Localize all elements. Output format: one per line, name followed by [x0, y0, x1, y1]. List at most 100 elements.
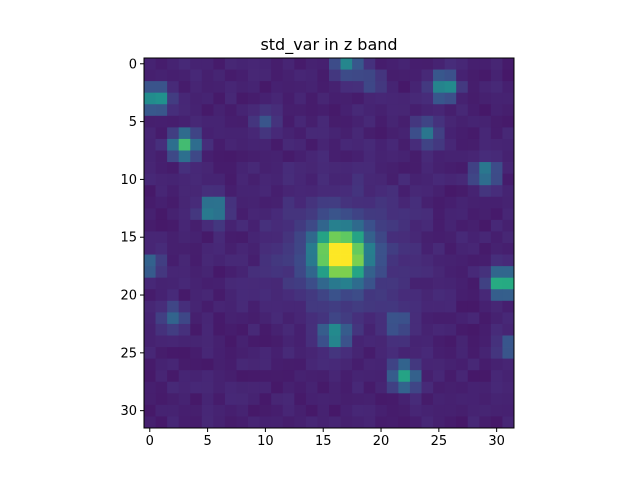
heatmap-cell [155, 381, 168, 394]
heatmap-cell [294, 162, 307, 175]
heatmap-cell [213, 393, 226, 406]
heatmap-cell [456, 416, 469, 429]
heatmap-cell [456, 266, 469, 279]
heatmap-cell [271, 81, 284, 94]
heatmap-cell [421, 138, 434, 151]
heatmap-cell [305, 289, 318, 302]
heatmap-cell [433, 150, 446, 163]
heatmap-cell [167, 266, 180, 279]
heatmap-cell [236, 266, 249, 279]
heatmap-cell [456, 370, 469, 383]
heatmap-cell [375, 104, 388, 117]
heatmap-cell [329, 393, 341, 406]
heatmap-cell [213, 81, 226, 94]
heatmap-cell [294, 277, 307, 290]
heatmap-cell [282, 266, 295, 279]
heatmap-cell [340, 335, 353, 348]
heatmap-cell [467, 219, 480, 232]
heatmap-cell [329, 127, 341, 140]
heatmap-cell [479, 358, 492, 371]
heatmap-cell [213, 208, 226, 221]
heatmap-cell [340, 243, 353, 255]
heatmap-cell [178, 300, 191, 313]
heatmap-cell [155, 104, 168, 117]
heatmap-cell [305, 416, 318, 429]
heatmap-cell [178, 381, 191, 394]
heatmap-cell [167, 69, 180, 82]
heatmap-cell [201, 393, 214, 406]
heatmap-cell [421, 277, 434, 290]
heatmap-cell [259, 393, 272, 406]
heatmap-cell [467, 300, 480, 313]
heatmap-cell [421, 416, 434, 429]
heatmap-cell [340, 81, 353, 94]
heatmap-cell [305, 300, 318, 313]
heatmap-cell [421, 81, 434, 94]
heatmap-cell [502, 381, 515, 394]
heatmap-cell [155, 243, 168, 255]
heatmap-cell [236, 196, 249, 209]
heatmap-cell [294, 127, 307, 140]
heatmap-cell [352, 58, 365, 70]
heatmap-cell [363, 335, 376, 348]
heatmap-cell [305, 185, 318, 198]
heatmap-cell [201, 312, 214, 325]
heatmap-cell [236, 162, 249, 175]
heatmap-cell [398, 150, 411, 163]
heatmap-cell [502, 231, 515, 244]
heatmap-cell [490, 138, 503, 151]
heatmap-cell [155, 162, 168, 175]
heatmap-cell [213, 335, 226, 348]
heatmap-cell [259, 173, 272, 186]
heatmap-cell [282, 312, 295, 325]
heatmap-cell [456, 243, 469, 255]
heatmap-cell [167, 277, 180, 290]
heatmap-cell [190, 243, 203, 255]
heatmap-cell [329, 219, 341, 232]
heatmap-cell [155, 138, 168, 151]
heatmap-cell [190, 173, 203, 186]
heatmap-cell [144, 150, 156, 163]
heatmap-cell [317, 381, 330, 394]
heatmap-cell [167, 231, 180, 244]
heatmap-cell [155, 370, 168, 383]
heatmap-cell [305, 104, 318, 117]
heatmap-cell [190, 323, 203, 336]
heatmap-cell [479, 208, 492, 221]
heatmap-cell [224, 150, 237, 163]
heatmap-cell [398, 196, 411, 209]
heatmap-cell [433, 266, 446, 279]
heatmap-cell [409, 92, 422, 105]
heatmap-cell [271, 266, 284, 279]
heatmap-cell [444, 347, 457, 360]
heatmap-cell [502, 138, 515, 151]
heatmap-cell [490, 347, 503, 360]
heatmap-cell [479, 277, 492, 290]
heatmap-cell [444, 69, 457, 82]
heatmap-cell [502, 404, 515, 417]
heatmap-cell [444, 404, 457, 417]
heatmap-cell [236, 277, 249, 290]
heatmap-cell [224, 347, 237, 360]
heatmap-cell [444, 393, 457, 406]
heatmap-cell [467, 196, 480, 209]
heatmap-cell [386, 81, 399, 94]
heatmap-cell [386, 243, 399, 255]
heatmap-cell [467, 58, 480, 70]
heatmap-cell [213, 173, 226, 186]
heatmap-cell [178, 173, 191, 186]
heatmap-cell [479, 185, 492, 198]
heatmap-cell [329, 92, 341, 105]
heatmap-cell [224, 115, 237, 128]
heatmap-cell [282, 416, 295, 429]
heatmap-cell [178, 323, 191, 336]
heatmap-cell [433, 370, 446, 383]
heatmap-cell [409, 196, 422, 209]
heatmap-cell [490, 196, 503, 209]
heatmap-cell [444, 277, 457, 290]
heatmap-cell [178, 254, 191, 267]
heatmap-cell [363, 219, 376, 232]
heatmap-cell [259, 277, 272, 290]
heatmap-cell [271, 358, 284, 371]
heatmap-cell [305, 196, 318, 209]
